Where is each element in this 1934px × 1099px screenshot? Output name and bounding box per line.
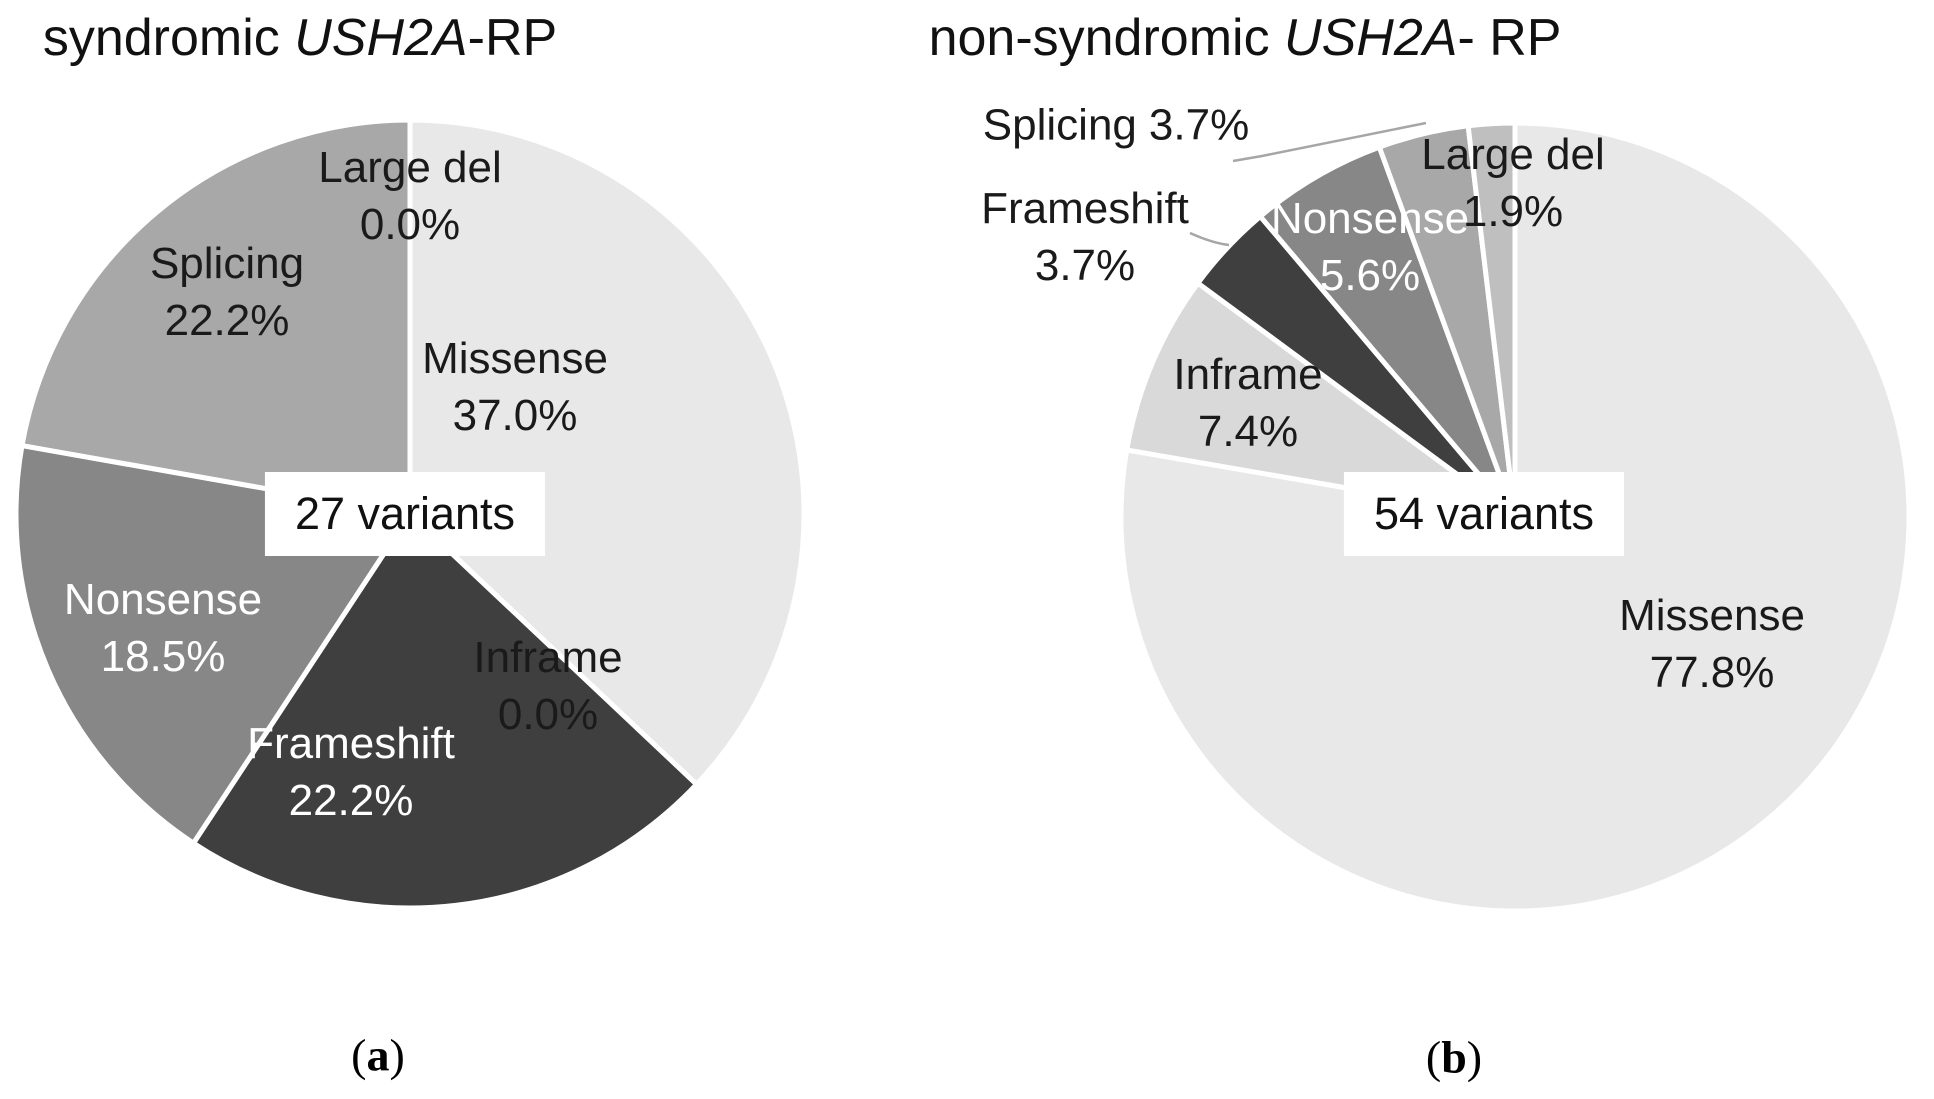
caption-letter: b bbox=[1441, 1031, 1467, 1083]
title-suffix-a: -RP bbox=[467, 9, 558, 67]
title-prefix-a: syndromic bbox=[42, 9, 295, 67]
slice-name: Inframe bbox=[1173, 350, 1323, 399]
slice-pct: 22.2% bbox=[288, 776, 414, 825]
pie-slice-frameshift-a bbox=[190, 511, 700, 911]
chart-title-b: non-syndromic USH2A- RP bbox=[929, 8, 1562, 68]
caption-letter: a bbox=[366, 1029, 390, 1081]
slice-pct: 18.5% bbox=[100, 632, 226, 681]
slice-name: Missense bbox=[422, 334, 608, 383]
pie-slice-inframe-b bbox=[1124, 280, 1518, 520]
pie-nonsyndromic bbox=[1118, 120, 1912, 914]
center-label-b: 54 variants bbox=[1343, 472, 1625, 556]
caption-paren-close: ) bbox=[389, 1029, 405, 1081]
slice-pct: 5.6% bbox=[1319, 251, 1421, 300]
slice-pct: 37.0% bbox=[452, 391, 578, 440]
slice-pct: 3.7% bbox=[1148, 100, 1250, 150]
leader-line-frameshift-b bbox=[1189, 231, 1230, 247]
slice-name: Nonsense bbox=[63, 575, 263, 624]
slice-label-large-del-a: Large del 0.0% bbox=[318, 139, 501, 253]
slice-name: Nonsense bbox=[1270, 194, 1470, 243]
pie-slice-splicing-a bbox=[19, 117, 413, 517]
slice-name: Frameshift bbox=[981, 184, 1189, 233]
slice-label-nonsense-a: Nonsense 18.5% bbox=[64, 571, 262, 685]
title-suffix-b: - RP bbox=[1457, 9, 1562, 67]
slice-pct: 0.0% bbox=[497, 690, 599, 739]
slice-name: Frameshift bbox=[247, 719, 455, 768]
slice-pct: 3.7% bbox=[1034, 241, 1136, 290]
slice-name: Large del bbox=[1421, 130, 1605, 179]
slice-pct: 1.9% bbox=[1462, 187, 1564, 236]
gene-name-a: USH2A bbox=[294, 9, 468, 67]
center-label-a: 27 variants bbox=[264, 472, 546, 556]
slice-label-inframe-b: Inframe 7.4% bbox=[1173, 346, 1322, 460]
slice-name: Inframe bbox=[473, 633, 623, 682]
slice-label-frameshift-b: Frameshift 3.7% bbox=[981, 180, 1189, 294]
slice-label-large-del-b: Large del 1.9% bbox=[1421, 126, 1604, 240]
slice-label-frameshift-a: Frameshift 22.2% bbox=[247, 715, 455, 829]
pie-slice-nonsense-b bbox=[1257, 144, 1518, 520]
leader-line-splicing-b bbox=[1232, 121, 1427, 163]
caption-paren-close: ) bbox=[1466, 1031, 1483, 1083]
gene-name-b: USH2A bbox=[1284, 9, 1458, 67]
slice-label-nonsense-b: Nonsense 5.6% bbox=[1271, 190, 1469, 304]
pie-slice-missense-a bbox=[407, 117, 807, 787]
slice-pct: 22.2% bbox=[164, 296, 290, 345]
title-prefix-b: non-syndromic bbox=[928, 9, 1285, 67]
slice-label-missense-a: Missense 37.0% bbox=[422, 330, 608, 444]
slice-name: Splicing bbox=[149, 239, 305, 288]
caption-paren-open: ( bbox=[351, 1029, 367, 1081]
chart-title-a: syndromic USH2A-RP bbox=[43, 8, 557, 68]
slice-pct: 0.0% bbox=[359, 200, 461, 249]
panel-caption-a: (a) bbox=[351, 1029, 405, 1082]
slice-label-splicing-a: Splicing 22.2% bbox=[150, 235, 304, 349]
slice-name: Splicing bbox=[982, 100, 1137, 150]
slice-label-missense-b: Missense 77.8% bbox=[1619, 587, 1805, 701]
slice-label-inframe-a: Inframe 0.0% bbox=[473, 629, 622, 743]
slice-pct: 7.4% bbox=[1197, 407, 1299, 456]
slice-pct: 77.8% bbox=[1649, 648, 1775, 697]
pie-slice-large-del-b bbox=[1465, 120, 1518, 520]
pie-slice-missense-b bbox=[1118, 120, 1912, 914]
slice-name: Large del bbox=[318, 143, 502, 192]
panel-caption-b: (b) bbox=[1426, 1031, 1482, 1084]
slice-label-splicing-b: Splicing 3.7% bbox=[983, 97, 1249, 154]
caption-paren-open: ( bbox=[1425, 1031, 1442, 1083]
slice-name: Missense bbox=[1619, 591, 1805, 640]
